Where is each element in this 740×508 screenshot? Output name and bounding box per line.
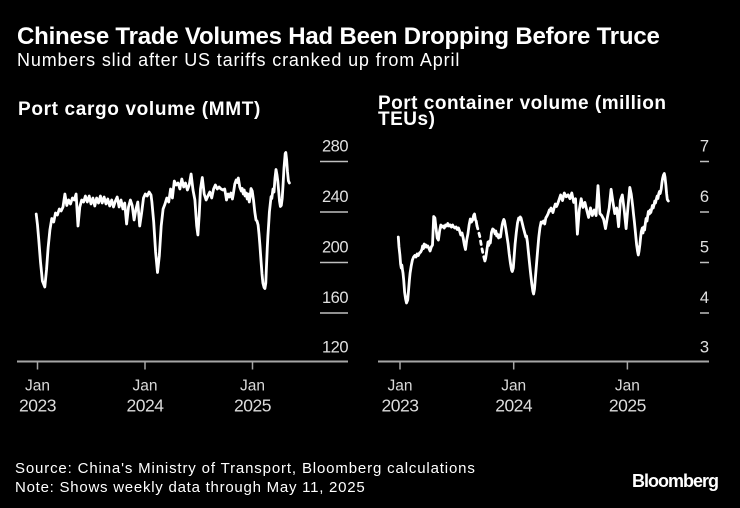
- svg-text:2023: 2023: [19, 396, 56, 416]
- svg-text:160: 160: [322, 289, 348, 307]
- svg-text:4: 4: [700, 289, 709, 307]
- svg-text:Jan: Jan: [501, 378, 526, 395]
- svg-text:6: 6: [700, 188, 709, 206]
- svg-text:120: 120: [322, 339, 348, 357]
- svg-text:200: 200: [322, 239, 348, 257]
- svg-text:Jan: Jan: [133, 378, 158, 395]
- svg-text:280: 280: [322, 138, 348, 156]
- svg-text:5: 5: [700, 239, 709, 257]
- svg-text:240: 240: [322, 188, 348, 206]
- svg-text:2025: 2025: [609, 396, 646, 416]
- svg-text:Jan: Jan: [388, 378, 413, 395]
- svg-text:2025: 2025: [234, 396, 271, 416]
- svg-text:2023: 2023: [382, 396, 419, 416]
- svg-text:3: 3: [700, 339, 709, 357]
- svg-text:2024: 2024: [127, 396, 165, 416]
- svg-text:7: 7: [700, 138, 709, 156]
- svg-text:Jan: Jan: [25, 378, 50, 395]
- svg-text:Jan: Jan: [615, 378, 640, 395]
- svg-text:Jan: Jan: [240, 378, 265, 395]
- svg-text:2024: 2024: [495, 396, 533, 416]
